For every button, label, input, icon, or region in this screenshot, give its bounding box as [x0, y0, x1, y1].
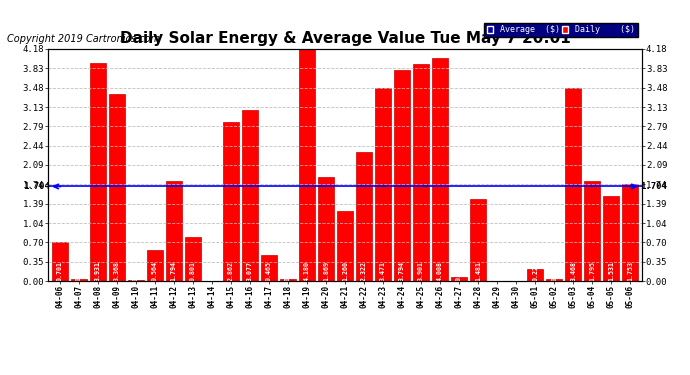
Text: 1.704: 1.704 — [23, 182, 50, 191]
Bar — [337, 211, 353, 281]
Text: 0.000: 0.000 — [209, 261, 215, 281]
Bar — [147, 250, 163, 281]
Text: 1.531: 1.531 — [609, 261, 614, 281]
Text: 3.931: 3.931 — [95, 261, 101, 281]
Text: 3.368: 3.368 — [114, 261, 120, 281]
Text: 0.701: 0.701 — [57, 261, 63, 281]
Text: 3.471: 3.471 — [380, 261, 386, 281]
Text: 0.801: 0.801 — [190, 261, 196, 281]
Text: 1.794: 1.794 — [171, 261, 177, 281]
Bar — [470, 199, 486, 281]
Text: 1.481: 1.481 — [475, 261, 481, 281]
Bar — [413, 64, 429, 281]
Text: 0.037: 0.037 — [551, 261, 558, 281]
Text: 0.084: 0.084 — [456, 261, 462, 281]
Bar — [241, 110, 258, 281]
Bar — [280, 279, 296, 281]
Bar — [223, 122, 239, 281]
Text: 3.468: 3.468 — [570, 261, 576, 281]
Text: 0.000: 0.000 — [494, 261, 500, 281]
Bar — [166, 182, 182, 281]
Bar — [109, 94, 125, 281]
Text: 3.901: 3.901 — [418, 261, 424, 281]
Text: 2.322: 2.322 — [361, 261, 367, 281]
Text: 1.869: 1.869 — [323, 261, 329, 281]
Bar — [394, 70, 410, 281]
Text: 0.015: 0.015 — [132, 261, 139, 281]
Bar — [527, 269, 543, 281]
Text: 1.260: 1.260 — [342, 261, 348, 281]
Bar — [546, 279, 562, 281]
Bar — [432, 58, 448, 281]
Bar — [299, 49, 315, 281]
Bar — [128, 280, 144, 281]
Text: 0.465: 0.465 — [266, 261, 272, 281]
Text: 0.223: 0.223 — [532, 261, 538, 281]
Bar — [451, 277, 467, 281]
Title: Daily Solar Energy & Average Value Tue May 7 20:01: Daily Solar Energy & Average Value Tue M… — [119, 31, 571, 46]
Text: 1.704: 1.704 — [640, 182, 667, 191]
Text: 4.008: 4.008 — [437, 261, 443, 281]
Text: 3.077: 3.077 — [247, 261, 253, 281]
Bar — [90, 63, 106, 281]
Bar — [375, 88, 391, 281]
Bar — [622, 184, 638, 281]
Bar — [52, 242, 68, 281]
Text: 3.794: 3.794 — [399, 261, 405, 281]
Text: 2.862: 2.862 — [228, 261, 234, 281]
Text: 0.047: 0.047 — [76, 261, 81, 281]
Text: 4.180: 4.180 — [304, 261, 310, 281]
Bar — [70, 279, 87, 281]
Bar — [356, 152, 372, 281]
Bar — [318, 177, 334, 281]
Text: Copyright 2019 Cartronics.com: Copyright 2019 Cartronics.com — [7, 34, 160, 44]
Bar — [185, 237, 201, 281]
Text: 0.000: 0.000 — [513, 261, 519, 281]
Bar — [584, 182, 600, 281]
Bar — [603, 196, 620, 281]
Bar — [261, 255, 277, 281]
Legend: Average  ($), Daily    ($): Average ($), Daily ($) — [484, 23, 638, 37]
Text: 0.564: 0.564 — [152, 261, 158, 281]
Text: 1.753: 1.753 — [627, 261, 633, 281]
Bar — [565, 88, 581, 281]
Text: 0.035: 0.035 — [285, 261, 291, 281]
Text: 1.795: 1.795 — [589, 261, 595, 281]
